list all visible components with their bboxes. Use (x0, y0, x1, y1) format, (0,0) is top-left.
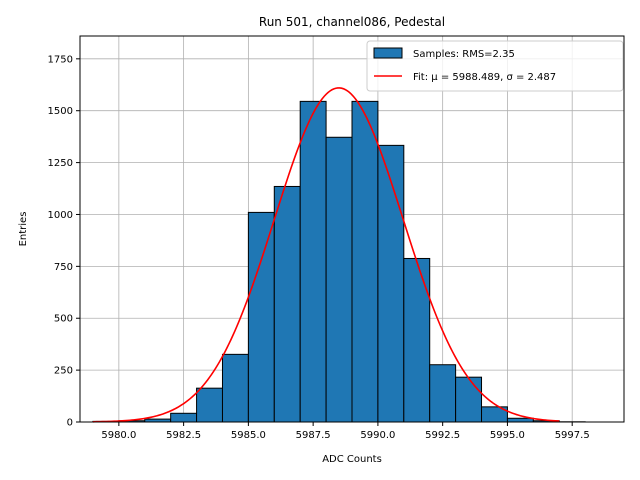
histogram-bar (221, 353, 249, 423)
x-tick-label: 5990.0 (360, 430, 395, 441)
histogram-bar (429, 364, 457, 423)
x-tick-label: 5980.0 (101, 430, 136, 441)
chart-title: Run 501, channel086, Pedestal (259, 15, 445, 29)
y-tick-label: 1750 (48, 54, 73, 65)
histogram-bar (247, 211, 275, 423)
fit-curve (92, 87, 560, 423)
legend-histogram-swatch (373, 47, 403, 59)
y-tick-label: 500 (54, 314, 73, 325)
plot-frame (79, 35, 625, 423)
x-tick-label: 5987.5 (296, 430, 331, 441)
histogram-bar (273, 185, 301, 423)
histogram-bar (170, 412, 198, 423)
y-tick-label: 1000 (48, 210, 73, 221)
histogram-bar (299, 100, 327, 423)
x-tick-label: 5997.5 (555, 430, 590, 441)
y-tick-label: 1500 (48, 106, 73, 117)
histogram-bar (196, 387, 223, 423)
y-tick-label: 250 (54, 366, 73, 377)
histogram-bar (506, 417, 534, 423)
y-axis-ticks: 0 250 500 750 1000 1250 1500 1750 (48, 54, 80, 429)
x-axis-ticks: 5980.0 5982.5 5985.0 5987.5 5990.0 5992.5 5995… (101, 422, 590, 441)
histogram-bar (455, 376, 483, 423)
x-tick-label: 5982.5 (166, 430, 201, 441)
x-tick-label: 5995.0 (490, 430, 525, 441)
legend-histogram-label: Samples: RMS=2.35 (413, 49, 515, 60)
legend: Samples: RMS=2.35 Fit: μ = 5988.489, σ =… (366, 40, 624, 92)
histogram-bar (403, 257, 431, 423)
y-tick-label: 1250 (48, 158, 73, 169)
legend-fit-label: Fit: μ = 5988.489, σ = 2.487 (413, 72, 556, 83)
y-tick-label: 0 (67, 418, 73, 429)
x-tick-label: 5985.0 (231, 430, 266, 441)
fit-curve-layer (92, 87, 560, 423)
x-tick-label: 5992.5 (425, 430, 460, 441)
x-axis-label: ADC Counts (322, 454, 382, 465)
y-axis-label: Entries (18, 212, 29, 247)
legend-box (366, 40, 624, 92)
histogram-bar (325, 136, 353, 423)
histogram-bar (377, 144, 405, 423)
y-tick-label: 750 (54, 262, 73, 273)
histogram-bar (351, 100, 379, 423)
